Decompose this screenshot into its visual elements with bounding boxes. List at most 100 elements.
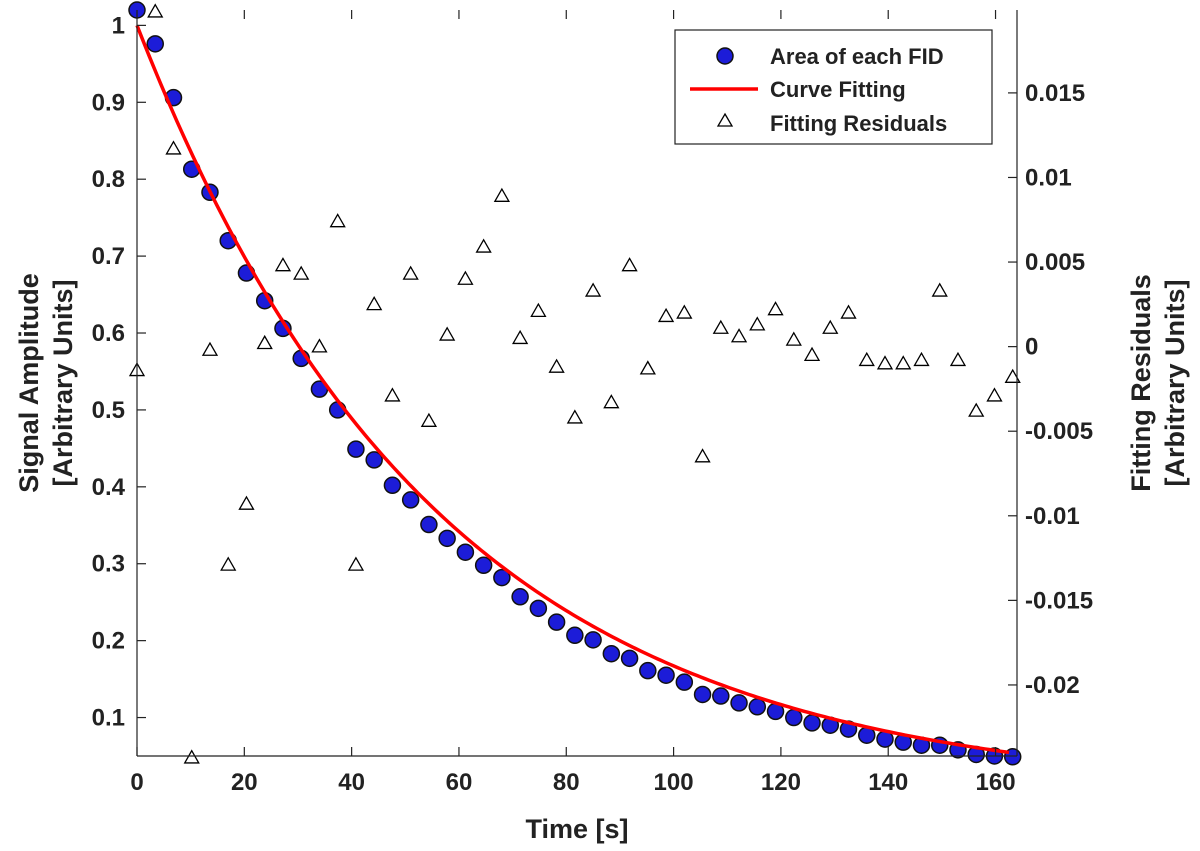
fid-area-point	[803, 714, 821, 732]
fid-area-point	[401, 491, 420, 509]
y-right-axis-title-units: [Arbitrary Units]	[1160, 279, 1190, 486]
y-right-tick-label: -0.015	[1025, 587, 1093, 614]
fid-area-point	[547, 613, 566, 631]
fid-area-point	[493, 568, 511, 587]
x-tick-label: 0	[130, 769, 143, 796]
residual-point	[931, 282, 948, 297]
tick-marks	[136, 10, 1017, 756]
fid-area-point	[420, 515, 438, 534]
x-tick-label: 20	[231, 769, 258, 796]
residual-point	[201, 341, 219, 356]
x-tick-label: 100	[654, 769, 694, 796]
y-left-tick-label: 0.4	[92, 474, 126, 501]
residual-point	[475, 238, 492, 253]
x-axis-title: Time [s]	[525, 814, 628, 844]
fid-area-point	[712, 687, 730, 705]
y-right-tick-label: -0.01	[1025, 503, 1080, 530]
residual-point	[366, 296, 383, 311]
residual-point	[913, 351, 930, 367]
fid-area-point	[602, 644, 621, 663]
residual-point	[548, 358, 565, 373]
residual-point	[439, 326, 456, 341]
fid-area-point	[620, 649, 639, 668]
y-right-tick-label: 0.015	[1025, 80, 1085, 107]
y-right-tick-label: 0	[1025, 334, 1038, 361]
residual-point	[803, 346, 821, 361]
y-right-tick-label: -0.02	[1025, 672, 1080, 699]
residual-point	[840, 304, 857, 319]
fid-area-point	[584, 631, 602, 649]
residual-point	[530, 302, 547, 318]
residual-point	[676, 304, 693, 319]
y-left-axis-title-units: [Arbitrary Units]	[48, 279, 78, 486]
fid-area-point	[529, 599, 548, 618]
residual-point	[256, 334, 273, 350]
residual-point	[584, 282, 602, 297]
y-left-tick-label: 0.1	[92, 705, 125, 732]
fid-area-point	[785, 708, 803, 727]
legend: Area of each FID Curve Fitting Fitting R…	[674, 29, 993, 145]
residual-point	[493, 187, 510, 202]
y-left-tick-label: 0.2	[92, 628, 125, 655]
fid-area-point	[657, 666, 675, 684]
residual-point	[165, 140, 182, 155]
y-left-axis-title: Signal Amplitude	[14, 273, 44, 493]
fid-area-point	[383, 476, 402, 495]
residual-point	[402, 265, 419, 280]
x-tick-label: 80	[553, 769, 580, 796]
residual-point	[566, 409, 583, 424]
plot-marks	[128, 1, 1022, 766]
fid-area-point	[730, 694, 748, 712]
residual-point	[621, 257, 638, 272]
x-tick-label: 120	[761, 769, 801, 796]
fid-area-point	[693, 685, 712, 704]
residual-point	[420, 412, 438, 427]
fid-area-point	[639, 661, 657, 680]
y-right-tick-label: 0.005	[1025, 249, 1085, 276]
legend-label-residuals: Fitting Residuals	[770, 111, 947, 136]
x-tick-label: 60	[446, 769, 473, 796]
residual-point	[238, 495, 255, 510]
residual-point	[329, 213, 346, 228]
fid-area-point	[675, 673, 694, 691]
residual-point	[694, 448, 711, 463]
fid-area-point	[456, 543, 475, 561]
residual-point	[876, 355, 894, 370]
residual-point	[347, 556, 365, 571]
legend-marker-points	[716, 47, 734, 65]
residual-point	[949, 351, 967, 367]
residual-point	[512, 329, 529, 345]
residual-point	[1004, 368, 1021, 383]
fit-curve-line	[135, 24, 1010, 755]
residual-point	[749, 316, 766, 331]
residual-point	[293, 265, 310, 280]
y-left-tick-label: 1	[112, 12, 125, 39]
fid-area-point	[438, 529, 456, 548]
x-tick-label: 160	[976, 769, 1016, 796]
y-right-tick-label: -0.005	[1025, 418, 1093, 445]
residual-point	[858, 351, 875, 367]
residual-point	[712, 319, 729, 334]
y-right-axis-title: Fitting Residuals	[1126, 274, 1156, 492]
residual-point	[183, 749, 200, 764]
legend-label-points: Area of each FID	[770, 44, 944, 69]
residual-point	[968, 402, 985, 417]
residual-point	[986, 387, 1003, 402]
x-tick-label: 40	[338, 769, 365, 796]
fid-area-point	[365, 451, 383, 469]
residual-point	[767, 301, 784, 316]
y-left-tick-label: 0.8	[92, 166, 125, 193]
y-left-tick-label: 0.3	[92, 551, 125, 578]
residual-point	[220, 556, 237, 571]
fid-area-point	[748, 698, 767, 716]
fid-area-point	[511, 588, 529, 606]
y-left-tick-label: 0.7	[92, 243, 125, 270]
fid-area-point	[474, 556, 493, 575]
legend-marker-residuals	[716, 112, 734, 127]
residual-point	[639, 360, 656, 375]
residual-point	[822, 319, 839, 334]
residual-point	[147, 3, 164, 18]
fid-area-point	[146, 35, 164, 53]
legend-label-fit: Curve Fitting	[770, 77, 906, 102]
